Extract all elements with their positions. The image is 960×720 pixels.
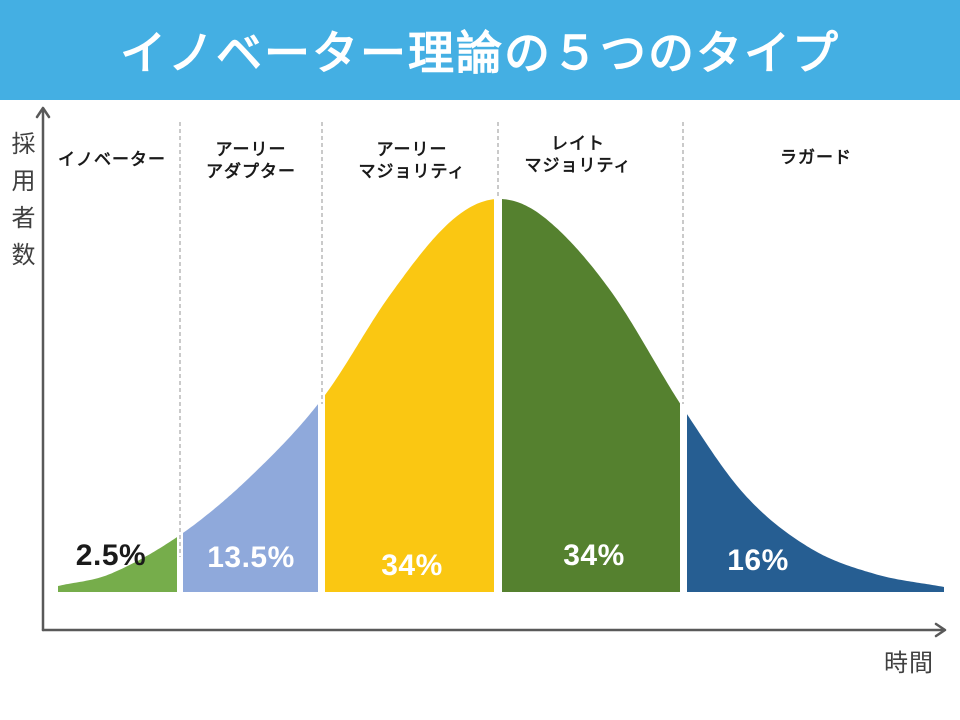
pct-label-early-adopters: 13.5%	[207, 541, 295, 574]
page-title: イノベーター理論の５つのタイプ	[120, 27, 840, 79]
curve-area-segment-5	[687, 414, 944, 592]
segment-label-laggards: ラガード	[780, 148, 852, 167]
curve-area-segment-1	[58, 537, 177, 592]
curve-area-segment-4	[502, 199, 680, 592]
pct-label-early-majority: 34%	[381, 549, 443, 582]
pct-label-laggards: 16%	[727, 544, 789, 577]
pct-label-innovators: 2.5%	[75, 539, 147, 572]
pct-label-late-majority: 34%	[563, 539, 625, 572]
segment-label-early-majority: アーリー マジョリティ	[358, 140, 466, 181]
segment-label-late-majority: レイト マジョリティ	[524, 134, 632, 175]
segment-label-early-adopters: アーリー アダプター	[206, 140, 296, 181]
x-axis-arrow-icon	[934, 622, 947, 638]
y-axis-label: 採用者数	[7, 131, 34, 279]
curve-area-segment-3	[325, 199, 494, 592]
x-axis-label: 時間	[884, 650, 934, 677]
y-axis-arrow-icon	[35, 106, 51, 119]
title-banner: イノベーター理論の５つのタイプ	[0, 0, 960, 100]
curve-layer	[58, 122, 944, 592]
axes	[35, 106, 947, 638]
curve-area-segment-2	[183, 404, 318, 592]
segment-label-innovators: イノベーター	[58, 150, 166, 169]
